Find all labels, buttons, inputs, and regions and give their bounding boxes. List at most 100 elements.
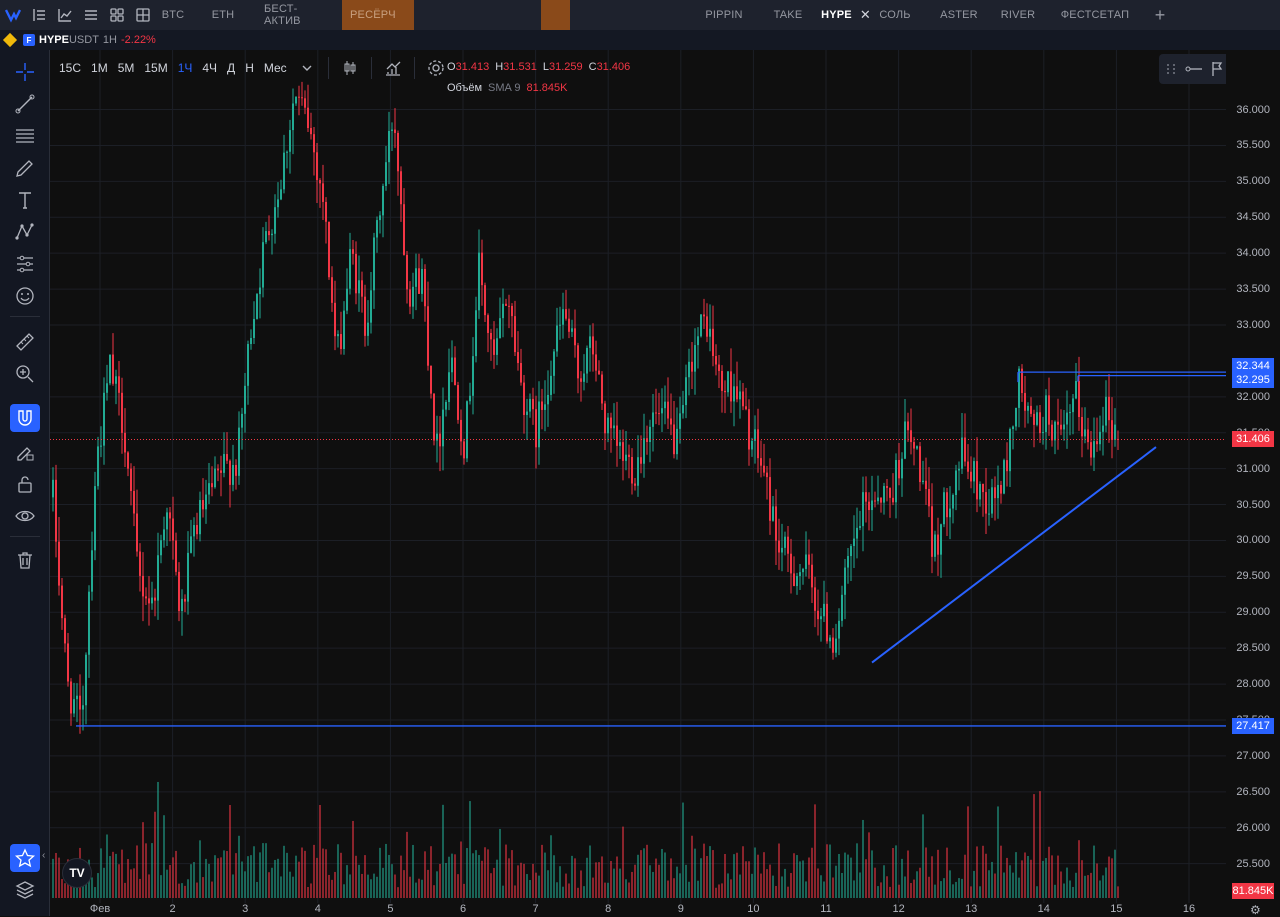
candle-body — [697, 336, 699, 346]
text-icon[interactable] — [10, 186, 40, 214]
tab-best-aktiv[interactable]: БЕСТ-АКТИВ — [264, 3, 301, 27]
tab-eth[interactable]: ETH — [211, 9, 235, 21]
candle-body — [556, 325, 558, 352]
volume-bar — [55, 852, 57, 898]
trash-icon[interactable] — [10, 546, 40, 574]
interval-2[interactable]: 5М — [117, 61, 135, 75]
volume-bar — [1027, 855, 1029, 898]
chart-area[interactable] — [50, 50, 1226, 903]
candle-body — [829, 637, 831, 642]
candle-body — [802, 568, 804, 573]
lock-icon[interactable] — [10, 470, 40, 498]
volume-bar — [514, 885, 516, 898]
logo-icon[interactable] — [0, 0, 26, 30]
interval-3[interactable]: 15М — [144, 61, 168, 75]
volume-bar — [64, 883, 66, 898]
interval-8[interactable]: Мес — [263, 61, 287, 75]
price-axis[interactable]: 36.000 35.500 35.000 34.500 34.000 33.500 33.0… — [1226, 50, 1280, 916]
tab-aster[interactable]: ASTER — [940, 9, 978, 21]
volume-bar — [952, 884, 954, 898]
indicators-icon[interactable] — [378, 53, 408, 83]
tab-hype[interactable]: HYPE ✕ — [817, 0, 875, 30]
candle-body — [190, 536, 192, 553]
tab-take[interactable]: TAKE — [773, 9, 803, 21]
magnet-icon[interactable] — [10, 404, 40, 432]
volume-bar — [634, 864, 636, 898]
candle-body — [268, 231, 270, 236]
trend-line-icon[interactable] — [10, 90, 40, 118]
candle-body — [832, 637, 834, 653]
candle-body — [1057, 421, 1059, 425]
brush-icon[interactable] — [10, 154, 40, 182]
candle-body — [784, 536, 786, 548]
candle-body — [751, 440, 753, 450]
layout-icon[interactable] — [130, 0, 156, 30]
eye-icon[interactable] — [10, 502, 40, 530]
tab-research[interactable]: РЕСЁРЧ — [342, 0, 414, 30]
tab-btc[interactable]: BTC — [161, 9, 185, 21]
chevron-down-icon[interactable] — [292, 53, 322, 83]
candle-body — [580, 378, 582, 382]
favorites-star-icon[interactable] — [10, 844, 40, 872]
tab-festsetap[interactable]: ФЕСТСЕТАП — [1060, 9, 1130, 21]
candle-body — [610, 417, 612, 429]
settings-gear-icon[interactable] — [421, 53, 451, 83]
volume-label[interactable]: Объём — [447, 82, 483, 94]
pattern-icon[interactable] — [10, 218, 40, 246]
interval-4[interactable]: 1Ч — [177, 61, 193, 75]
horizontal-ray-icon[interactable] — [1185, 60, 1203, 78]
volume-bar — [301, 847, 303, 898]
flag-marker-icon[interactable] — [1209, 60, 1227, 78]
candle-body — [808, 554, 810, 565]
candle-body — [337, 334, 339, 337]
candle-body — [736, 386, 738, 400]
ruler-icon[interactable] — [10, 328, 40, 356]
add-tab-button[interactable]: + — [1154, 4, 1166, 25]
watchlist-icon[interactable] — [78, 0, 104, 30]
time-axis[interactable]: Фев 2 3 4 5 6 7 8 9 10 11 12 13 14 15 16 — [50, 903, 1226, 916]
symbol-name[interactable]: HYPE — [39, 34, 69, 46]
interval-5[interactable]: 4Ч — [202, 61, 218, 75]
candle-body — [775, 506, 777, 541]
prediction-icon[interactable] — [10, 250, 40, 278]
close-icon[interactable]: ✕ — [859, 7, 871, 22]
axis-settings-icon[interactable]: ⚙ — [1250, 903, 1261, 917]
volume-bar — [1096, 863, 1098, 898]
collapse-toolbar-icon[interactable]: ‹ — [42, 850, 46, 861]
volume-bar — [508, 858, 510, 898]
stay-in-drawing-icon[interactable] — [10, 438, 40, 466]
candle-body — [811, 564, 813, 588]
tab-pippin[interactable]: PIPPIN — [705, 9, 743, 21]
zoom-in-icon[interactable] — [10, 360, 40, 388]
chart-list-icon[interactable] — [26, 0, 52, 30]
tab-river[interactable]: RIVER — [1000, 9, 1036, 21]
price-chart[interactable] — [50, 50, 1226, 903]
candle-body — [265, 231, 267, 243]
interval-7[interactable]: Н — [245, 61, 254, 75]
candle-body — [946, 492, 948, 518]
object-tree-icon[interactable] — [10, 876, 40, 904]
line-chart-icon[interactable] — [52, 0, 78, 30]
volume-bar — [1048, 846, 1050, 898]
grid-icon[interactable] — [104, 0, 130, 30]
tradingview-logo[interactable]: TV — [62, 858, 92, 888]
candle-body — [157, 555, 159, 601]
fib-retracement-icon[interactable] — [10, 122, 40, 150]
crosshair-icon[interactable] — [10, 58, 40, 86]
candle-body — [124, 432, 126, 453]
interval-6[interactable]: Д — [227, 61, 236, 75]
interval-0[interactable]: 15С — [59, 61, 82, 75]
ohlc-open: 31.413 — [455, 61, 490, 73]
tab-sol[interactable]: СОЛЬ — [879, 9, 911, 21]
candle-body — [193, 525, 195, 537]
tab-unnamed[interactable] — [541, 0, 570, 30]
candle-body — [631, 457, 633, 484]
emoji-icon[interactable] — [10, 282, 40, 310]
drag-handle-icon[interactable] — [1162, 60, 1180, 78]
candle-body — [235, 464, 237, 476]
candle-body — [1099, 431, 1101, 445]
volume-bar — [466, 848, 468, 898]
volume-bar — [859, 872, 861, 898]
interval-1[interactable]: 1М — [91, 61, 108, 75]
candles-icon[interactable] — [335, 53, 365, 83]
